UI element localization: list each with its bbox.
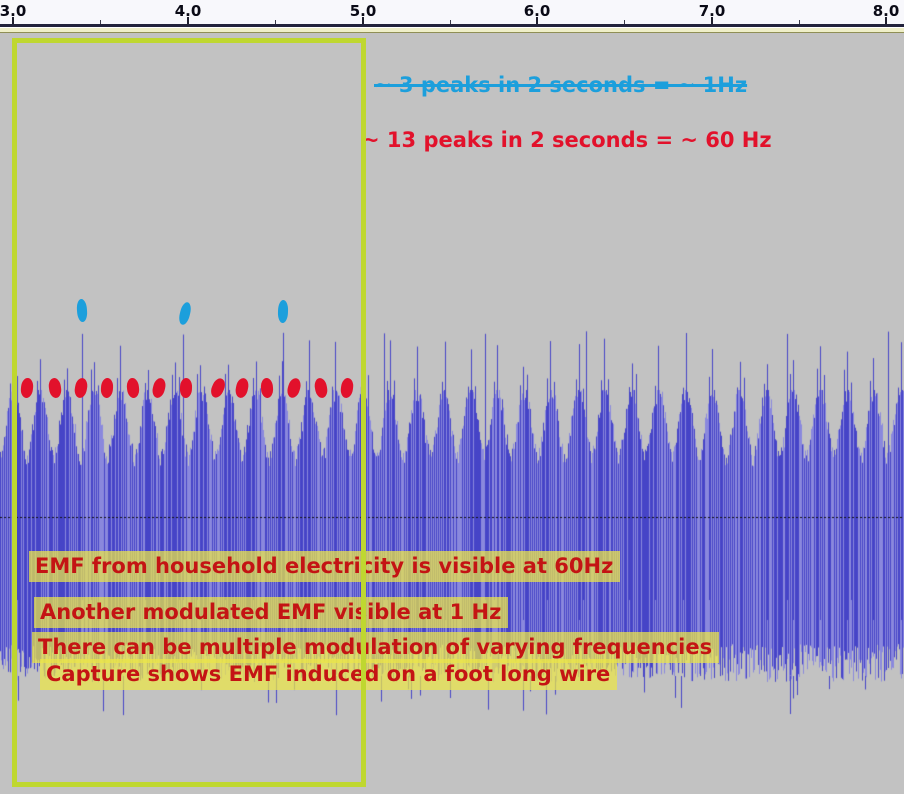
annotation-multi-modulation: There can be multiple modulation of vary…: [32, 632, 720, 663]
annotation-emf-1hz: Another modulated EMF visible at 1 Hz: [34, 597, 509, 628]
annotation-peaks-60hz: ~ 13 peaks in 2 seconds = ~ 60 Hz: [362, 128, 772, 152]
annotation-emf-60hz: EMF from household electricity is visibl…: [29, 551, 621, 582]
annotation-capture-wire: Capture shows EMF induced on a foot long…: [40, 659, 618, 690]
selection-box[interactable]: [12, 38, 366, 787]
annotation-peaks-1hz: ~ 3 peaks in 2 seconds = ~ 1Hz: [374, 73, 748, 97]
